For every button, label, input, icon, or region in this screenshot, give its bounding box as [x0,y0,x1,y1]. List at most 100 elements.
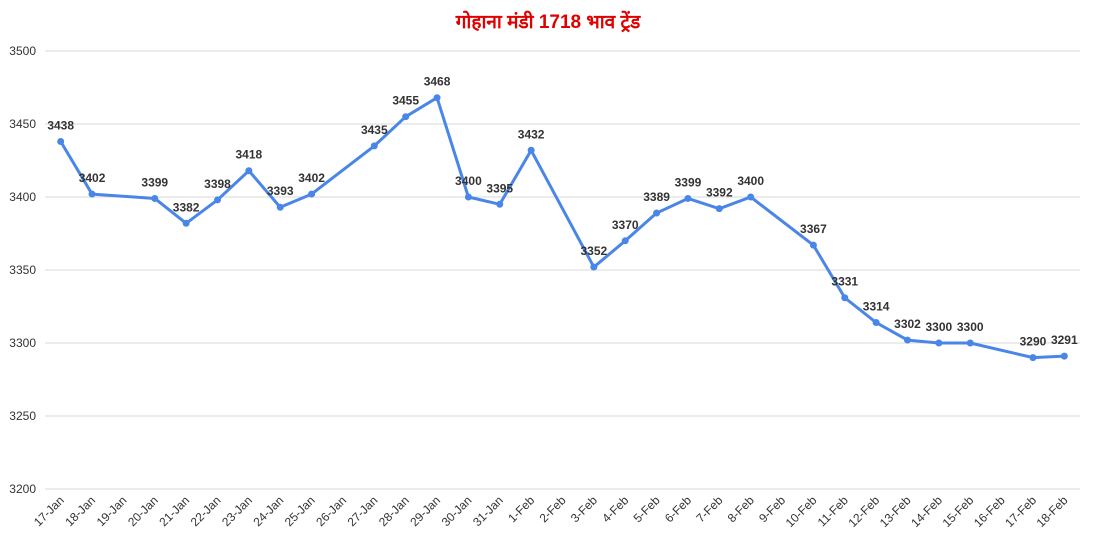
x-tick-label: 7-Feb [693,493,725,525]
line-segment [749,195,815,247]
data-label: 3435 [361,123,388,137]
data-label: 3300 [957,320,984,334]
x-tick-label: 31-Jan [470,493,506,529]
x-tick-label: 27-Jan [345,493,381,529]
y-tick-label: 3400 [9,190,36,204]
point [653,209,661,217]
x-tick-label: 21-Jan [156,493,192,529]
line-segment [90,192,157,200]
y-tick-label: 3300 [9,336,36,350]
point [151,194,159,202]
x-tick-label: 30-Jan [439,493,475,529]
data-label: 3398 [204,177,231,191]
point [402,113,410,121]
data-label: 3400 [737,174,764,188]
point [872,319,880,327]
line-segment [372,115,408,148]
point [464,193,472,201]
data-label: 3455 [392,94,419,108]
x-tick-label: 26-Jan [313,493,349,529]
point [747,193,755,201]
point [935,339,943,347]
data-label: 3302 [894,317,921,331]
point [527,146,535,154]
line-segment [498,148,533,206]
x-tick-label: 8-Feb [725,493,757,525]
point [88,190,96,198]
line-segment [153,196,188,225]
line-segment [906,338,941,345]
line-segment [1031,354,1066,360]
point [308,190,316,198]
x-tick-label: 2-Feb [537,493,569,525]
point [715,205,723,213]
data-label: 3402 [79,171,106,185]
x-tick-label: 20-Jan [125,493,161,529]
chart-title: गोहाना मंडी 1718 भाव ट्रेंड [455,10,641,33]
point [433,94,441,102]
line-segment [623,211,659,243]
line-segment [247,169,282,209]
data-label: 3291 [1051,333,1078,347]
y-tick-label: 3450 [9,117,36,131]
point [684,194,692,202]
x-tick-label: 24-Jan [250,493,286,529]
data-label: 3432 [518,127,545,141]
line-segment [686,196,721,211]
point [904,336,911,344]
line-segment [404,96,439,119]
x-tick-label: 5-Feb [631,493,663,525]
data-label: 3402 [298,171,325,185]
x-tick-label: 15-Feb [940,493,977,530]
data-label: 3367 [800,222,827,236]
x-tick-label: 12-Feb [845,493,882,530]
line-segment [59,140,94,196]
x-tick-label: 4-Feb [599,493,631,525]
x-tick-label: 16-Feb [971,493,1008,530]
data-label: 3468 [424,75,451,89]
point [966,339,974,347]
x-tick-label: 17-Jan [31,493,67,529]
data-label: 3393 [267,184,294,198]
x-tick-label: 11-Feb [815,493,851,529]
point [1029,354,1037,362]
line-segment [874,321,909,342]
line-segment [592,239,627,269]
line-segment [466,195,502,206]
x-tick-label: 10-Feb [783,493,820,530]
y-tick-label: 3200 [9,482,36,496]
point [57,138,65,146]
point [214,196,221,204]
y-tick-label: 3350 [9,263,36,277]
x-tick-label: 17-Feb [1002,493,1039,530]
point [841,294,849,302]
point [809,241,817,249]
data-label: 3399 [141,175,168,189]
y-tick-label: 3250 [9,409,36,423]
line-segment [435,96,470,199]
data-label: 3290 [1020,335,1047,349]
point [245,167,253,175]
y-tick-label: 3500 [9,44,36,58]
x-tick-label: 1-Feb [505,493,537,525]
data-label: 3382 [173,200,200,214]
line-segment [310,144,376,196]
point [370,142,378,150]
x-tick-label: 6-Feb [662,493,694,525]
data-label: 3331 [831,275,858,289]
data-label: 3418 [236,148,263,162]
data-label: 3399 [675,175,702,189]
x-tick-label: 18-Feb [1034,493,1071,530]
line-segment [811,243,847,300]
data-label: 3392 [706,186,733,200]
line-segment [184,198,219,225]
data-label: 3370 [612,218,639,232]
point [496,200,504,208]
data-label: 3352 [581,244,608,258]
point [621,237,629,245]
point [182,219,190,227]
data-label: 3389 [643,190,670,204]
x-tick-label: 29-Jan [407,493,443,529]
data-label: 3438 [47,119,74,133]
